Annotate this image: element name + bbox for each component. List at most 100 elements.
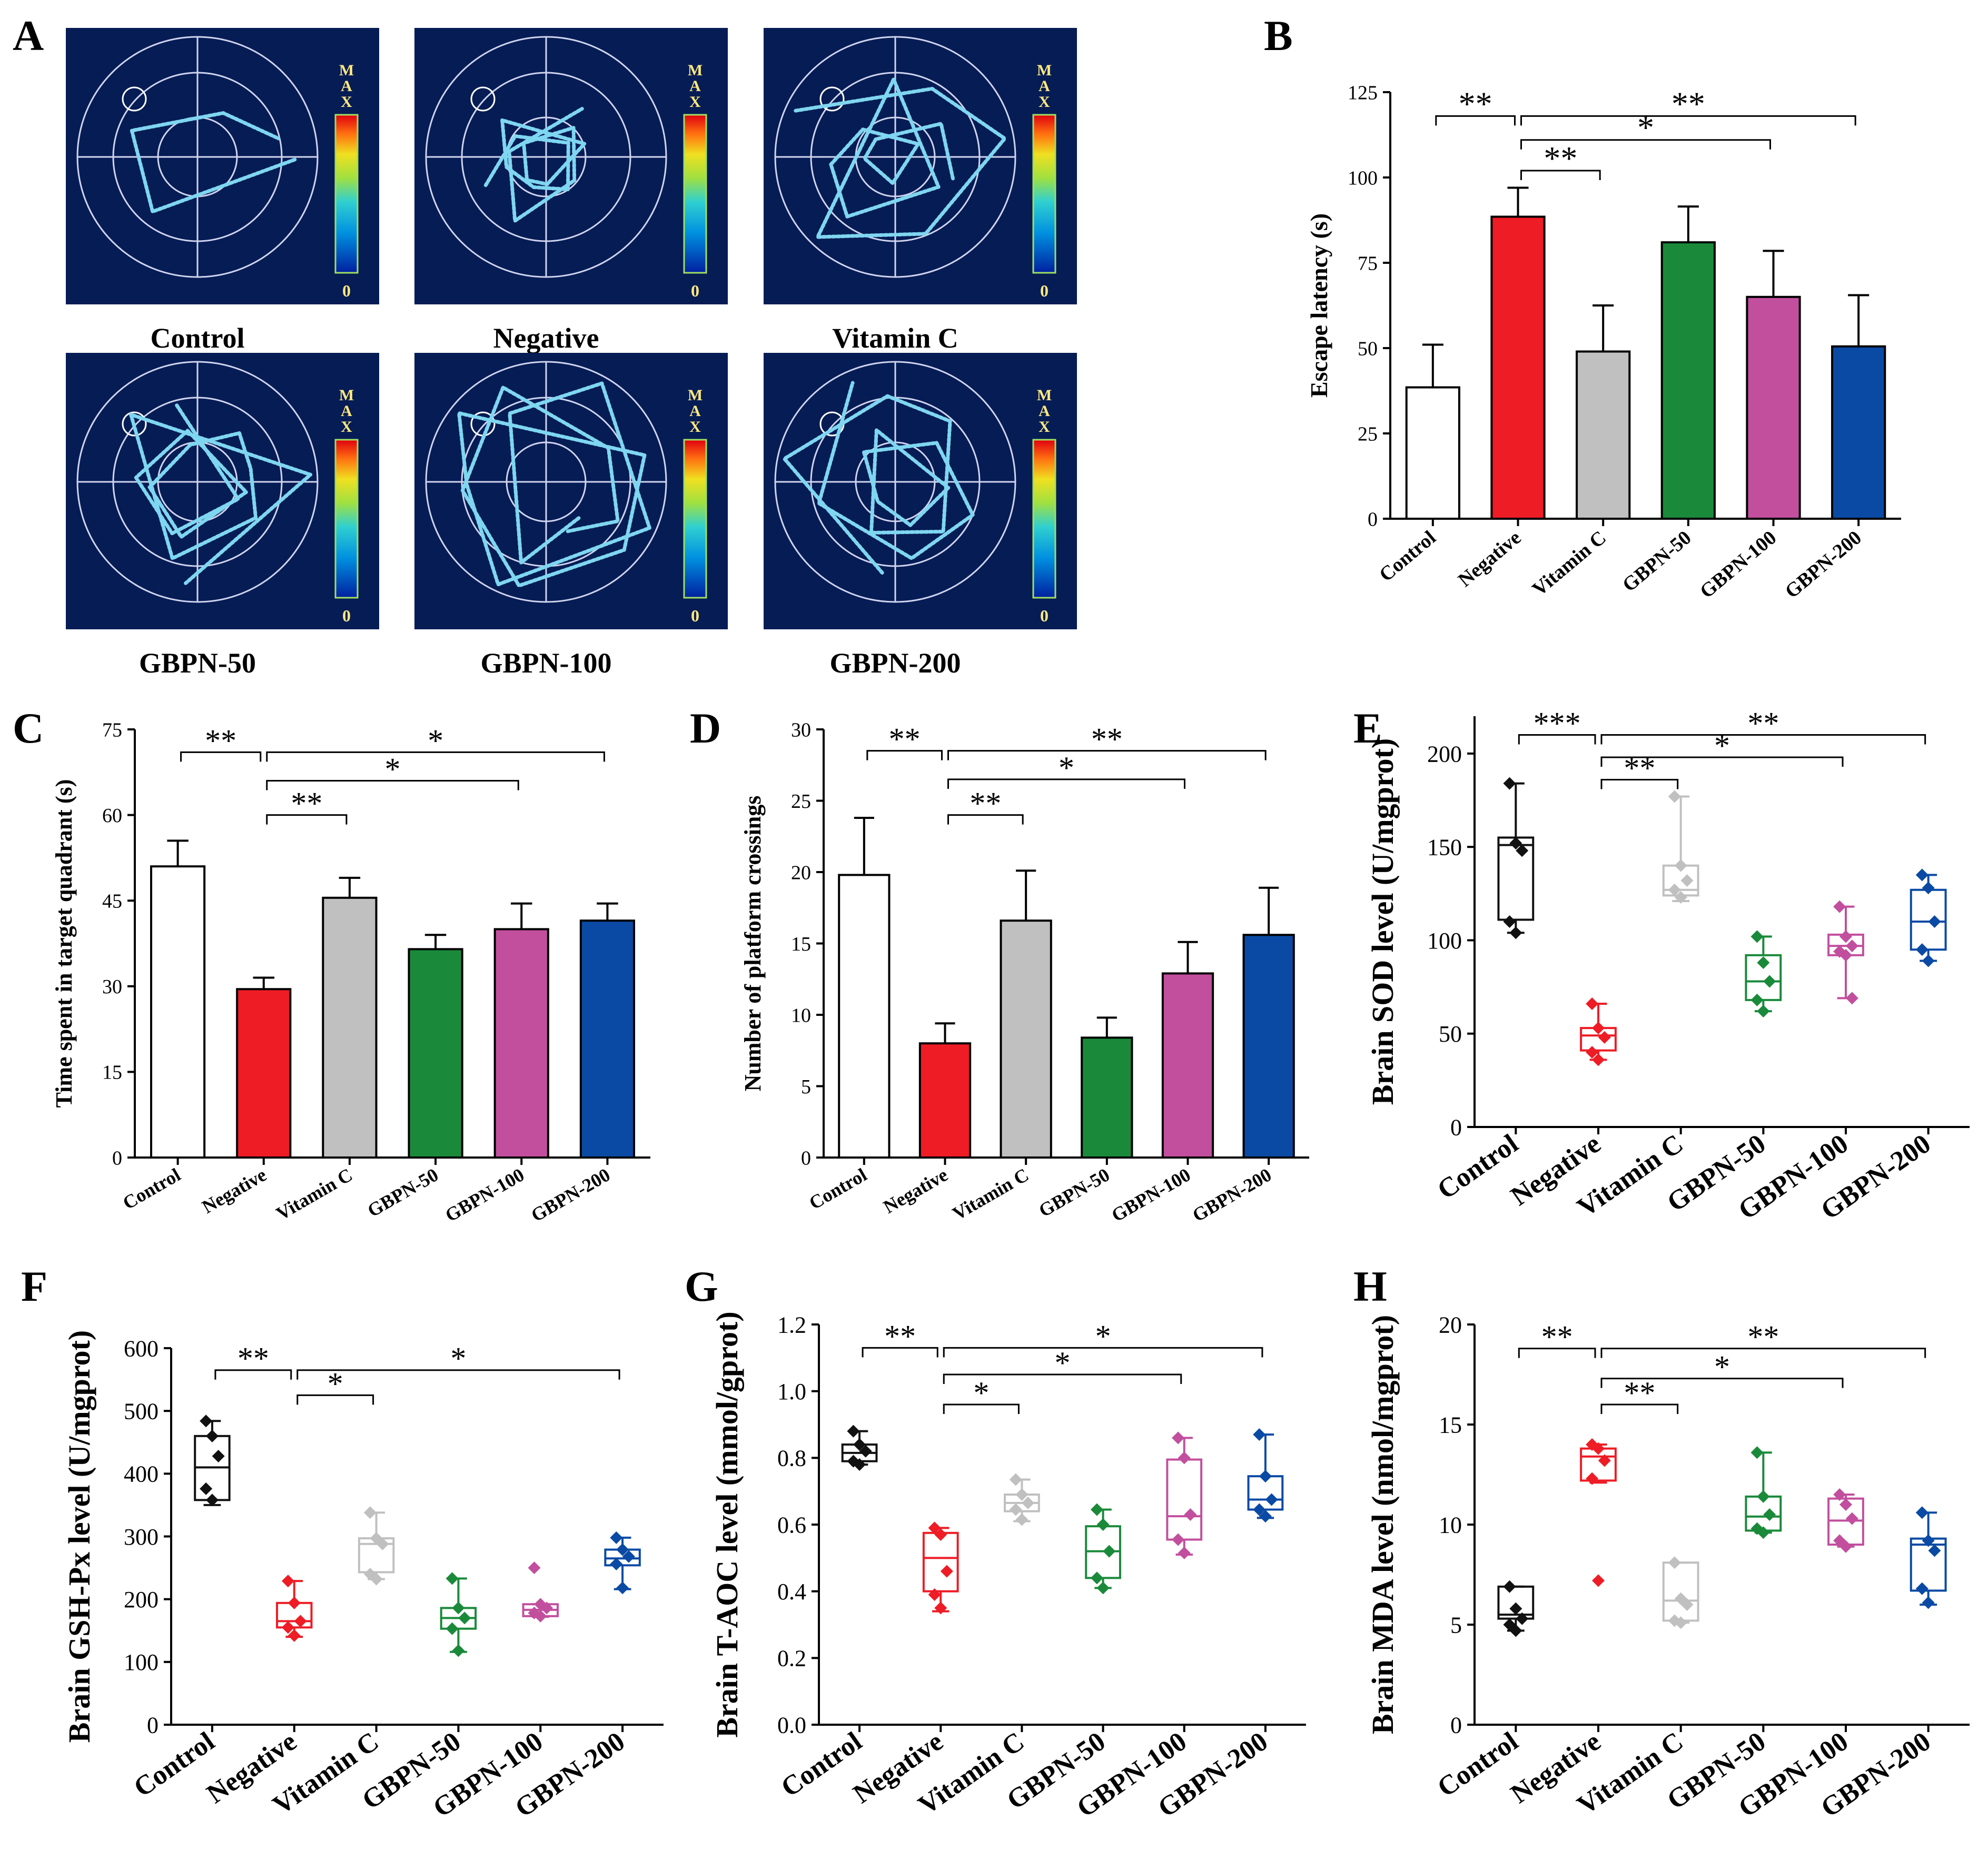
data-point [1757,1005,1770,1018]
bar-gbpn-50 [408,948,463,1159]
significance-control-negative: ** [1518,1320,1596,1358]
swim-path [129,403,313,585]
y-axis-label: Brain MDA level (nmol/mgprot) [1366,1315,1400,1734]
x-tick-label-negative: Negative [1454,527,1525,591]
heatmap-negative: M A X 0 Negative [414,28,728,354]
x-tick-label-control: Control [1375,527,1440,586]
y-tick-label: 200 [124,1587,159,1613]
data-point [1259,1510,1272,1523]
panel-label-g: G [685,1262,718,1310]
x-tick-label-control: Control [805,1164,870,1213]
box-gbpn-50 [1745,1446,1782,1539]
significance-bracket [1520,115,1856,126]
y-tick-label: 100 [124,1649,159,1675]
significance-bracket [266,814,348,825]
significance-control-negative: ** [1435,85,1516,126]
y-axis-label: Brain GSH-Px level (U/mgprot) [62,1330,96,1743]
box-gbpn-200 [1910,868,1947,967]
box-gbpn-100 [1827,1488,1864,1553]
data-point [1586,1472,1599,1485]
heatmap-vitamin-c: M A X 0 Vitamin C [764,28,1077,354]
data-point [212,1449,225,1462]
intensity-scale: M A X 0 [683,62,707,300]
significance-bracket [1600,1403,1679,1414]
data-point [1259,1470,1272,1483]
data-point [934,1601,947,1615]
y-tick-label: 20 [791,862,811,884]
intensity-scale: M A X 0 [683,387,707,625]
data-point [1096,1518,1110,1531]
panel-label-a: A [13,12,44,60]
data-point [1009,1473,1022,1486]
significance-bracket [1600,779,1679,789]
y-axis-label: Number of platform crossings [740,796,766,1092]
significance-bracket [947,814,1024,825]
box-negative [1580,1438,1617,1587]
heatmap-background [764,28,1077,304]
data-point [458,1611,471,1625]
data-point [1668,883,1681,896]
heatmap-label-control: Control [150,322,244,354]
y-tick-label: 75 [1358,252,1378,274]
significance-label: * [450,1341,466,1376]
box-vitamin-c [1004,1473,1040,1526]
data-point [1757,1526,1770,1539]
significance-negative-vitamin-c: ** [1600,751,1679,789]
data-point [1253,1503,1266,1516]
data-point [1022,1496,1035,1509]
bar-gbpn-50 [1081,1036,1133,1159]
pool-rings [76,36,319,278]
data-point [1839,930,1852,943]
y-tick-label: 50 [1439,1021,1462,1047]
data-point [1928,1544,1941,1557]
significance-bracket [943,1403,1020,1414]
x-tick-label-negative: Negative [199,1164,270,1218]
panel-label-h: H [1353,1262,1387,1310]
significance-negative-vitamin-c: ** [266,786,348,825]
significance-negative-vitamin-c: ** [1520,140,1601,181]
swim-path [783,381,975,575]
data-point [1015,1513,1028,1526]
data-point [1750,1446,1764,1459]
y-tick-label: 5 [801,1076,811,1098]
x-tick-label-vitamin-c: Vitamin C [1528,527,1610,601]
swim-path [794,77,1007,239]
y-tick-label: 0.2 [777,1646,806,1672]
data-point [1592,1053,1605,1066]
iqr-box [1166,1458,1203,1541]
x-tick-label-negative: Negative [879,1164,951,1218]
panel-label-d: D [690,704,721,752]
heatmap-background [66,28,379,304]
panel-g: G0.00.20.40.60.81.01.2ControlNegativeVit… [685,1262,1306,1823]
significance-label: ** [1747,706,1779,740]
data-point [205,1494,219,1507]
significance-negative-vitamin-c: ** [947,786,1024,825]
intensity-scale: M A X 0 [1032,387,1056,625]
y-tick-label: 10 [1439,1512,1462,1538]
significance-label: * [1095,1319,1111,1353]
data-point [370,1573,383,1586]
data-point [1839,948,1852,962]
significance-negative-gbpn-100: * [1520,109,1771,150]
data-point [1757,956,1770,969]
intensity-scale: M A X 0 [334,387,359,625]
iqr-box [1497,836,1535,921]
significance-label: ** [970,786,1001,821]
significance-bracket [1520,170,1601,181]
x-tick-label-gbpn-200: GBPN-200 [1781,527,1866,603]
y-tick-label: 15 [791,933,811,955]
significance-label: * [328,1366,343,1401]
data-point [1915,943,1928,956]
y-tick-label: 1.2 [777,1312,806,1338]
significance-label: ** [1747,1320,1779,1354]
significance-negative-gbpn-100: * [266,752,519,790]
data-point [281,1575,294,1588]
swim-path [457,381,651,588]
